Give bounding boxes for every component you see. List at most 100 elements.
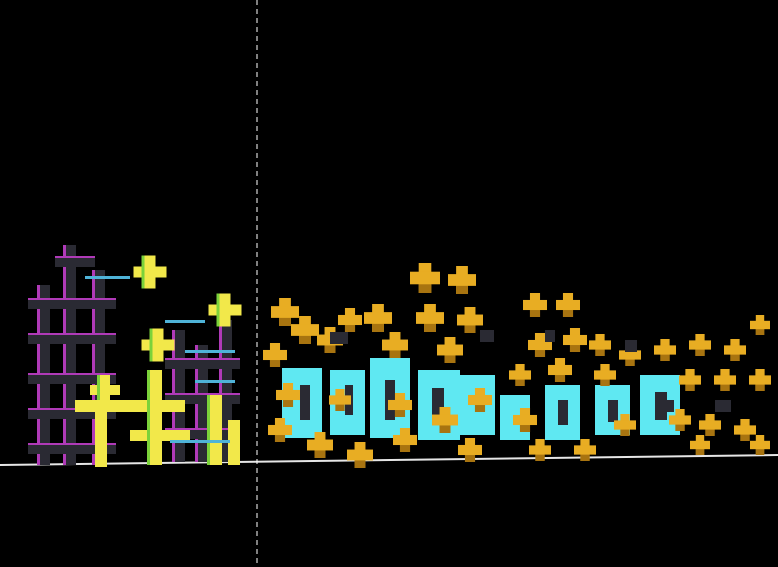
dark-connector xyxy=(715,400,731,412)
cyan-connector xyxy=(185,350,235,353)
dark-crossbar xyxy=(165,360,240,369)
gold-block xyxy=(528,339,552,351)
magenta-edge xyxy=(165,428,240,430)
magenta-edge xyxy=(92,270,95,465)
cyan-connector xyxy=(195,380,235,383)
cyan-connector xyxy=(85,276,130,279)
dark-crossbar xyxy=(28,445,116,454)
magenta-edge xyxy=(165,358,240,360)
green-edge xyxy=(141,255,145,289)
gold-block-shade xyxy=(464,455,476,462)
dark-post xyxy=(95,270,105,465)
gold-block-shade xyxy=(534,350,546,357)
gold-block xyxy=(529,445,551,455)
gold-block-shade xyxy=(685,384,695,391)
gold-block-shade xyxy=(269,360,281,367)
dark-crossbar xyxy=(55,258,95,267)
gold-block-shade xyxy=(439,425,451,433)
magenta-edge xyxy=(28,408,116,410)
gold-block-shade xyxy=(399,445,411,452)
magenta-edge xyxy=(28,443,116,445)
yellow-post xyxy=(95,412,107,467)
yellow-block xyxy=(90,385,120,395)
gold-block xyxy=(699,420,721,430)
gold-block xyxy=(338,314,362,326)
gold-block-shade xyxy=(535,454,545,461)
gold-block xyxy=(271,306,299,318)
gold-block-shade xyxy=(705,429,715,436)
gold-block xyxy=(457,314,483,326)
gold-block-shade xyxy=(740,434,750,441)
yellow-block xyxy=(208,304,242,316)
gold-block-shade xyxy=(389,350,401,358)
yellow-post xyxy=(210,395,222,465)
gold-block-shade xyxy=(394,410,406,417)
gold-block-shade xyxy=(755,449,765,455)
gold-block xyxy=(268,424,292,436)
dark-crossbar xyxy=(165,395,240,404)
gold-block-shade xyxy=(279,317,291,326)
gold-block-shade xyxy=(562,310,574,317)
gold-block-shade xyxy=(444,355,456,363)
yellow-block xyxy=(141,339,175,351)
gold-block-shade xyxy=(695,449,705,455)
gold-block xyxy=(750,320,770,330)
gold-block-shade xyxy=(720,384,730,391)
yellow-beam xyxy=(75,400,185,412)
magenta-edge xyxy=(55,256,95,258)
gold-block xyxy=(393,434,417,446)
gold-block-shade xyxy=(274,435,286,442)
dark-crossbar xyxy=(28,335,116,344)
dark-gap xyxy=(300,385,310,420)
gold-block xyxy=(410,271,440,285)
dark-crossbar xyxy=(28,375,116,384)
gold-block xyxy=(437,344,463,356)
gold-block xyxy=(347,449,373,461)
gold-block xyxy=(563,334,587,346)
gold-block-shade xyxy=(554,375,566,382)
gold-block-shade xyxy=(324,345,336,353)
gold-block-shade xyxy=(730,354,740,361)
gold-block xyxy=(679,375,701,385)
gold-block-shade xyxy=(519,425,531,432)
gold-block xyxy=(589,340,611,350)
yellow-post xyxy=(150,370,162,465)
gold-block xyxy=(263,349,287,361)
gold-block-shade xyxy=(299,335,311,344)
gold-block xyxy=(523,299,547,311)
magenta-edge xyxy=(28,333,116,335)
gold-block xyxy=(614,420,636,430)
magenta-edge xyxy=(28,373,116,375)
dark-gap xyxy=(558,400,568,425)
dark-connector xyxy=(660,400,674,412)
yellow-post xyxy=(228,420,240,465)
gold-block xyxy=(329,395,351,405)
dark-connector xyxy=(330,332,348,344)
gold-block xyxy=(364,312,392,324)
gold-block xyxy=(750,440,770,450)
gold-block-shade xyxy=(282,400,294,407)
gold-block xyxy=(388,399,412,411)
gold-block-shade xyxy=(595,349,605,356)
gold-block xyxy=(548,364,572,376)
dark-post xyxy=(222,320,232,462)
gold-block xyxy=(724,345,746,355)
green-edge xyxy=(97,375,100,405)
gold-block-shade xyxy=(418,284,432,293)
gold-block-shade xyxy=(344,325,356,332)
gold-block xyxy=(734,425,756,435)
gold-block xyxy=(574,445,596,455)
gold-block-shade xyxy=(464,325,476,333)
cyan-connector xyxy=(165,320,205,323)
green-edge xyxy=(207,395,210,465)
gold-block-shade xyxy=(755,329,765,335)
dark-crossbar xyxy=(28,300,116,309)
gold-block xyxy=(689,340,711,350)
gold-block-shade xyxy=(625,359,635,366)
green-edge xyxy=(147,370,150,465)
ground-line xyxy=(0,454,778,466)
gold-block-shade xyxy=(660,354,670,361)
gold-block xyxy=(448,274,476,286)
